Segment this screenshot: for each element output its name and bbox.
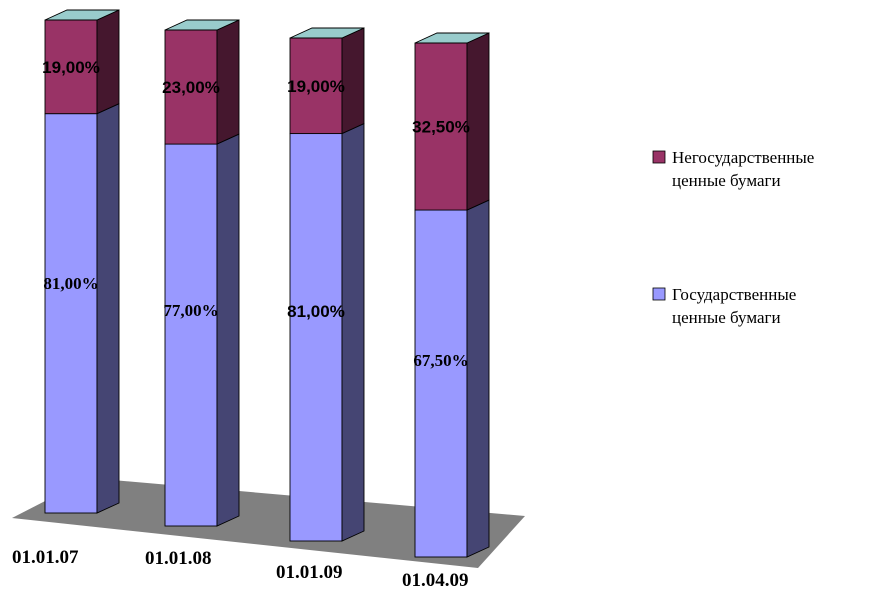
data-label-government: 81,00% xyxy=(43,274,98,293)
category-label: 01.01.07 xyxy=(12,547,79,568)
data-label-government: 67,50% xyxy=(413,351,468,370)
bar-top-face xyxy=(164,19,240,31)
bar-government-side xyxy=(466,199,490,558)
category-label: 01.01.09 xyxy=(276,562,343,583)
bar-government xyxy=(289,133,343,542)
chart-floor xyxy=(12,478,525,568)
legend: Негосударственные ценные бумаги Государс… xyxy=(652,148,814,327)
bar-government-side xyxy=(341,122,365,542)
legend-swatch-government xyxy=(652,287,666,301)
legend-label-government-line2: ценные бумаги xyxy=(672,308,781,327)
bar-government-side xyxy=(96,102,120,514)
data-label-nongovernment: 32,50% xyxy=(412,118,470,137)
bar-nongovernment xyxy=(414,42,468,211)
bar-nongovernment xyxy=(164,29,218,145)
bar-nongovernment-side xyxy=(96,9,120,115)
legend-label-nongovernment-line2: ценные бумаги xyxy=(672,171,781,190)
bar-government xyxy=(414,209,468,558)
bar-government xyxy=(164,143,218,527)
bar-nongovernment-side xyxy=(466,32,490,211)
bar-top-face xyxy=(44,9,120,21)
bar-top-face xyxy=(289,27,365,39)
data-label-government: 81,00% xyxy=(287,302,345,321)
bar-nongovernment-side xyxy=(341,27,365,135)
bar-nongovernment-side xyxy=(216,19,240,145)
bar-government-side xyxy=(216,133,240,527)
data-label-nongovernment: 19,00% xyxy=(287,77,345,96)
legend-label-nongovernment: Негосударственные xyxy=(672,148,814,167)
legend-label-government: Государственные xyxy=(672,285,796,304)
bar-nongovernment xyxy=(289,37,343,135)
bar-top-face xyxy=(414,32,490,44)
data-label-government: 77,00% xyxy=(163,301,218,320)
legend-swatch-nongovernment xyxy=(652,150,666,164)
category-label: 01.01.08 xyxy=(145,548,212,569)
floor-plane xyxy=(12,478,525,568)
data-label-nongovernment: 23,00% xyxy=(162,78,220,97)
data-labels-group: 19,00% 81,00% 23,00% 77,00% 19,00% 81,00% 32,5… xyxy=(42,58,470,370)
bars-group xyxy=(44,9,490,558)
category-label: 01.04.09 xyxy=(402,570,469,591)
bar-government xyxy=(44,113,98,514)
category-labels-group: 01.01.07 01.01.08 01.01.09 01.04.09 xyxy=(12,547,469,591)
data-label-nongovernment: 19,00% xyxy=(42,58,100,77)
